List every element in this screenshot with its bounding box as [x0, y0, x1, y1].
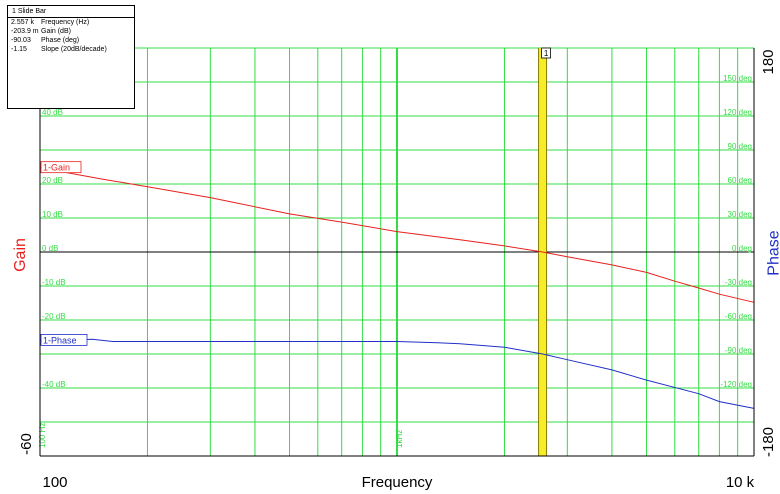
slide-label: Slope (20dB/decade): [41, 46, 107, 53]
y-left-tick-label: 0 dB: [42, 244, 58, 253]
y-left-axis-title: Gain: [11, 238, 29, 272]
y-left-tick-label: 10 dB: [42, 210, 63, 219]
y-right-axis-title: Phase: [765, 230, 780, 276]
x-tick-label: 100: [42, 474, 67, 491]
series-label: 1-Gain: [43, 163, 70, 173]
slide-value: -90.03: [11, 37, 31, 44]
slide-value: -203.9 m: [11, 28, 39, 35]
x-inner-tick-label: 100 Hz: [38, 423, 47, 448]
series-label-box: [40, 161, 82, 174]
slide-label: Frequency (Hz): [41, 19, 90, 26]
slide-row-frequency: 2.557 k Frequency (Hz): [8, 18, 134, 27]
y-left-tick-label: -40 dB: [42, 380, 66, 389]
y-right-tick-label: -90 deg: [725, 346, 752, 355]
slide-row-slope: -1.15 Slope (20dB/decade): [8, 45, 134, 54]
y-left-tick-label: 20 dB: [42, 176, 63, 185]
slide-label: Gain (dB): [41, 28, 71, 35]
series-line-1-gain: [39, 167, 755, 303]
y-right-tick-label: -30 deg: [725, 278, 752, 287]
y-right-tick-label: 30 deg: [728, 210, 752, 219]
cursor-flag-label: 1: [544, 49, 549, 58]
x-tick-label: 10 k: [726, 474, 755, 491]
slide-bar-title: 1 Slide Bar: [8, 6, 134, 18]
slide-bar-panel[interactable]: 1 Slide Bar 2.557 k Frequency (Hz) -203.…: [7, 5, 135, 109]
series-label: 1-Phase: [43, 335, 77, 345]
x-axis-title: Frequency: [362, 474, 433, 491]
slide-row-phase: -90.03 Phase (deg): [8, 36, 134, 45]
slide-value: -1.15: [11, 46, 27, 53]
slide-row-gain: -203.9 m Gain (dB): [8, 27, 134, 36]
y-right-tick-label: -60 deg: [725, 312, 752, 321]
y-left-tick-label: 40 dB: [42, 108, 63, 117]
cursor-flag: [541, 47, 551, 59]
y-right-tick-label: 0 deg: [732, 244, 752, 253]
y-left-edge-label: -60: [18, 433, 35, 455]
slide-label: Phase (deg): [41, 37, 80, 44]
y-right-tick-label: 150 deg: [723, 74, 752, 83]
y-right-edge-label-top: 180: [760, 49, 777, 74]
y-right-tick-label: -120 deg: [720, 380, 752, 389]
series-line-1-phase: [40, 338, 755, 409]
y-right-tick-label: 90 deg: [728, 142, 752, 151]
y-right-tick-label: 120 deg: [723, 108, 752, 117]
y-right-edge-label-bottom: -180: [760, 427, 777, 457]
y-left-tick-label: -10 dB: [42, 278, 66, 287]
series-label-box: [40, 333, 88, 346]
x-inner-tick-label: 1kHz: [395, 430, 404, 448]
y-left-tick-label: -20 dB: [42, 312, 66, 321]
y-right-tick-label: 60 deg: [728, 176, 752, 185]
slide-value: 2.557 k: [11, 19, 34, 26]
